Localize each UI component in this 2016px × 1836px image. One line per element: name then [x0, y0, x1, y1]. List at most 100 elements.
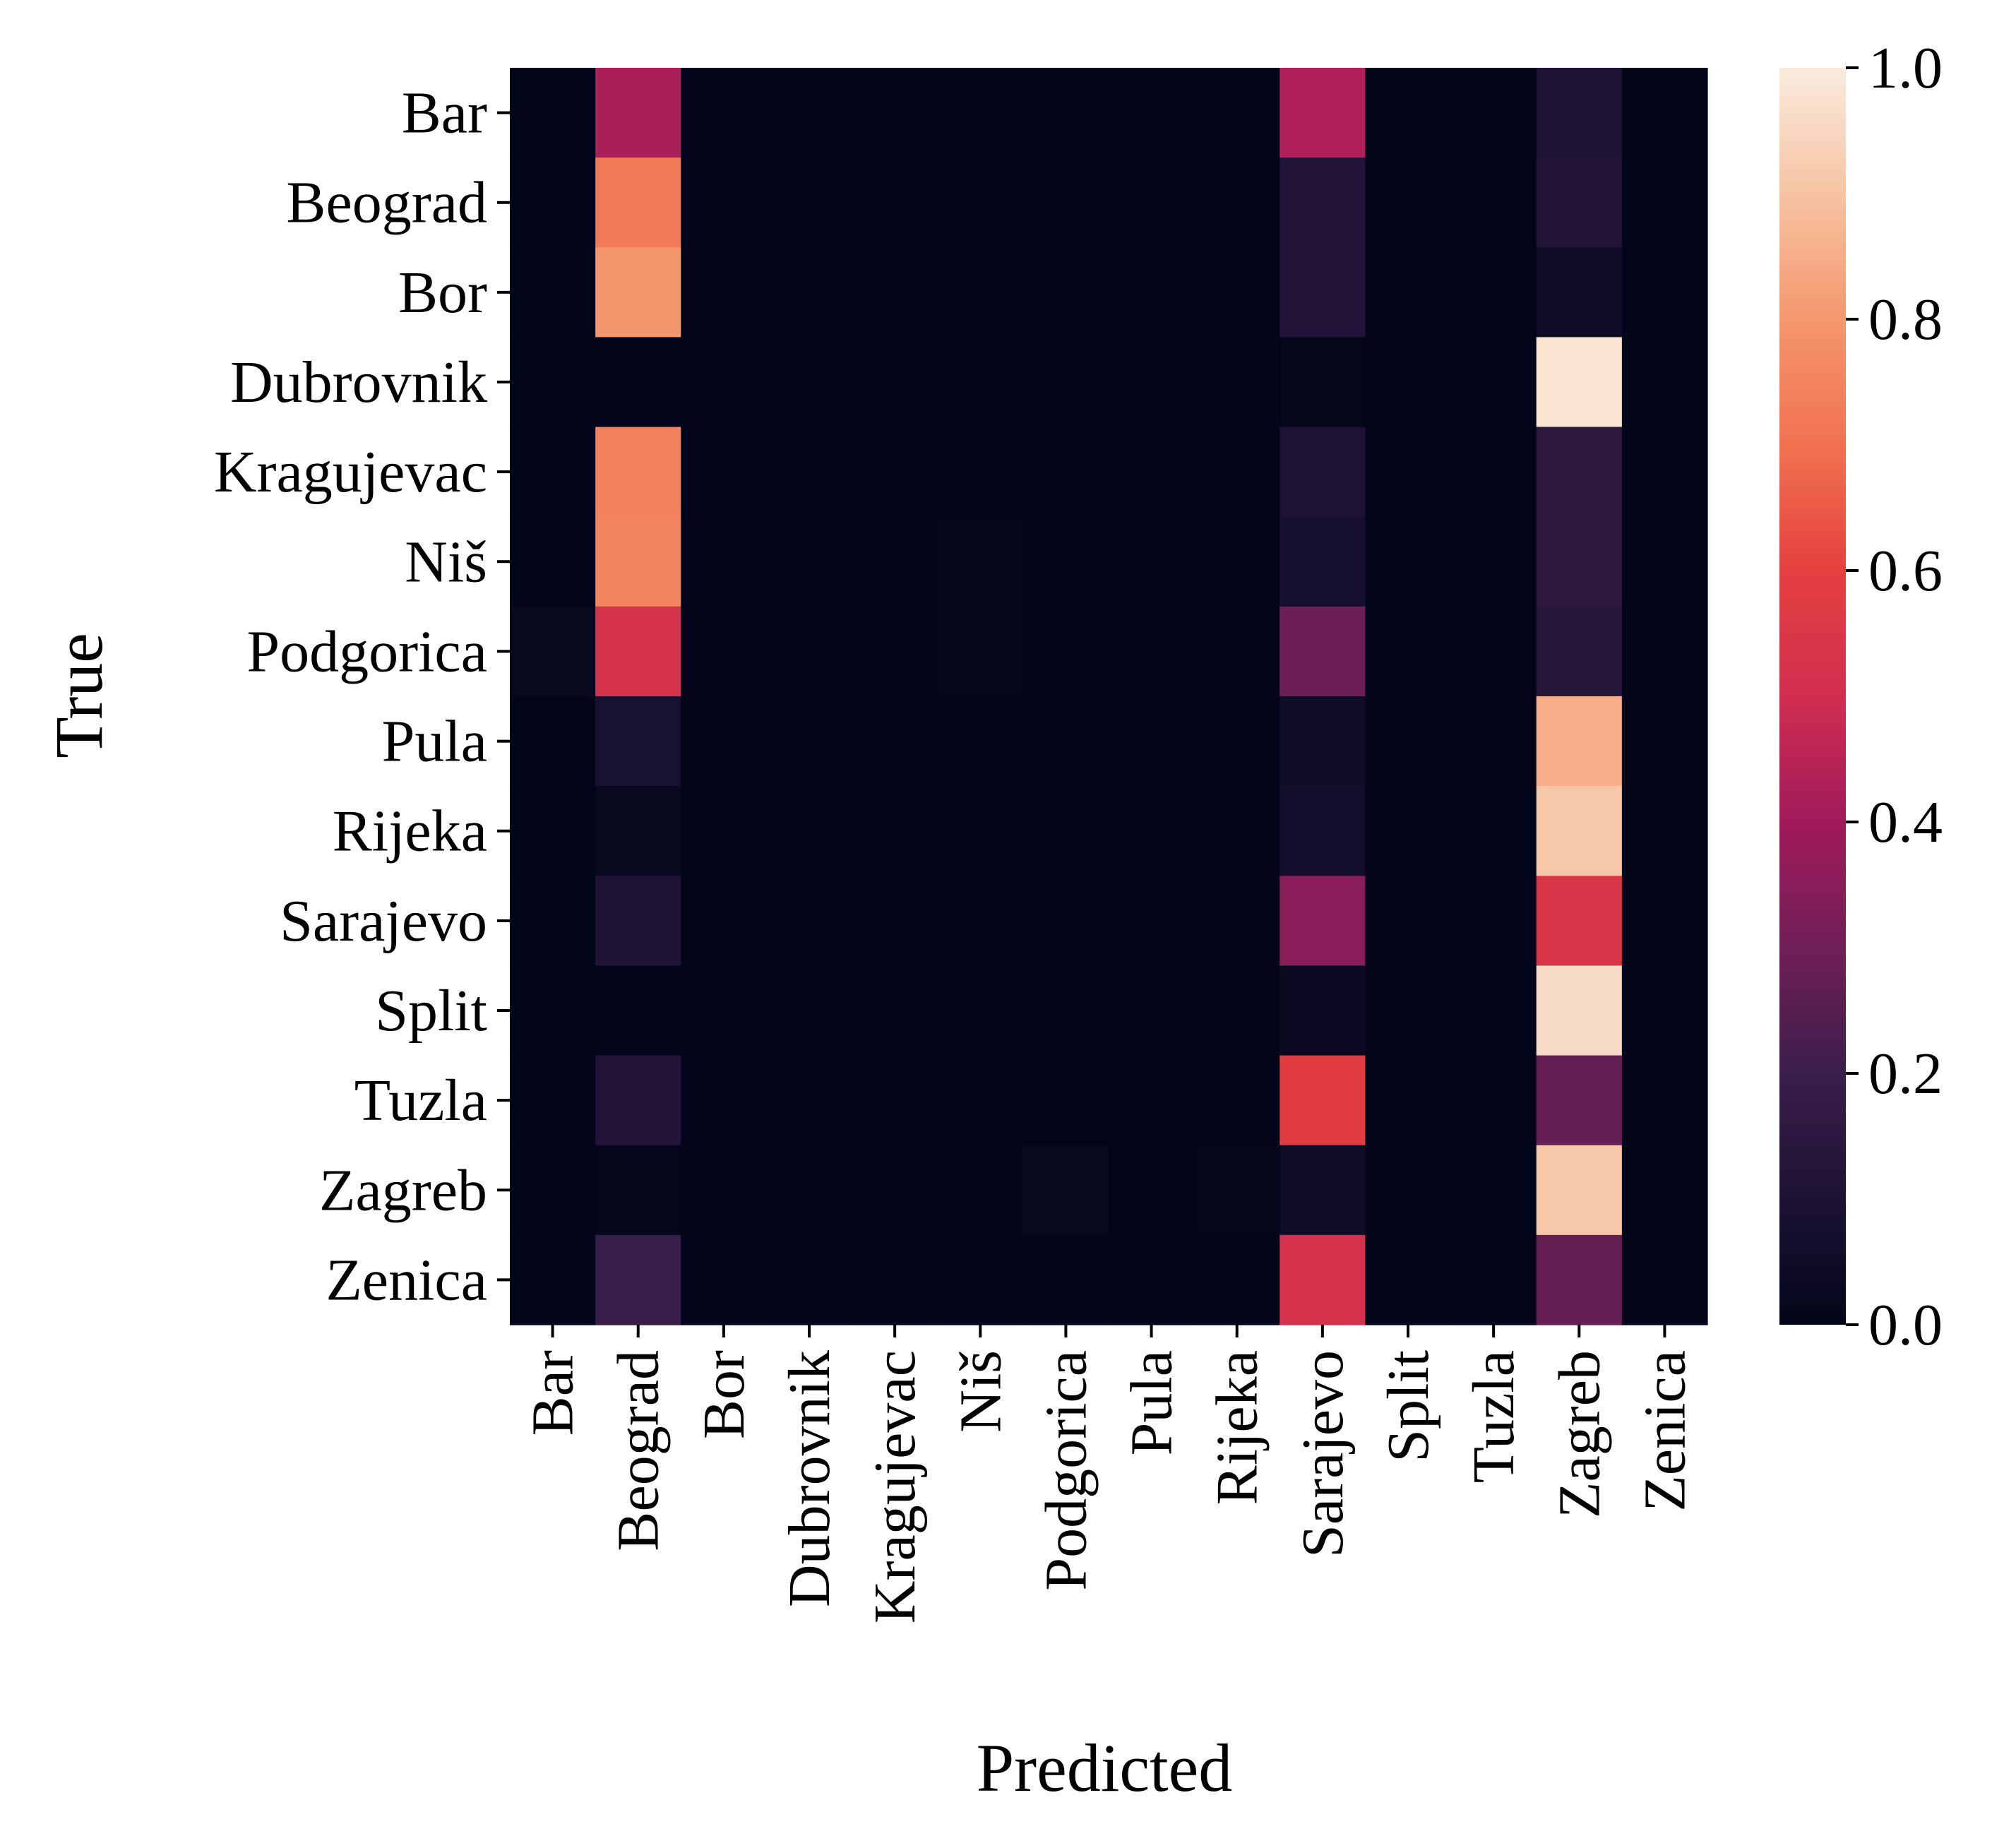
heatmap-cell-bor-bor [681, 247, 768, 338]
heatmap-cell-split-rijeka [1194, 965, 1280, 1056]
heatmap-cell-pula-dubrovnik [766, 696, 853, 787]
heatmap-cell-sarajevo-tuzla [1450, 876, 1537, 967]
heatmap-cell-nis-bor [681, 516, 768, 607]
heatmap-cell-tuzla-pula [1109, 1055, 1195, 1146]
heatmap-cell-split-beograd [595, 965, 681, 1056]
heatmap-cell-nis-sarajevo [1280, 516, 1366, 607]
heatmap-cell-nis-podgorica [1022, 516, 1109, 607]
heatmap-cell-bar-nis [937, 68, 1024, 158]
heatmap-cell-bor-rijeka [1194, 247, 1280, 338]
heatmap-cell-bor-split [1365, 247, 1452, 338]
y-tick-label-bor: Bor [398, 260, 487, 326]
heatmap-cell-split-nis [937, 965, 1024, 1056]
heatmap-cell-nis-zenica [1621, 516, 1708, 607]
colorbar-tick-label-3: 0.6 [1868, 538, 1943, 604]
heatmap-cell-pula-pula [1109, 696, 1195, 787]
heatmap-cell-podgorica-tuzla [1450, 606, 1537, 697]
heatmap-cell-dubrovnik-zenica [1621, 337, 1708, 428]
heatmap-cell-bar-beograd [595, 68, 681, 158]
heatmap-cell-beograd-pula [1109, 157, 1195, 248]
heatmap-cell-zenica-dubrovnik [766, 1234, 853, 1325]
heatmap-cell-rijeka-dubrovnik [766, 786, 853, 876]
heatmap-cell-bar-dubrovnik [766, 68, 853, 158]
heatmap-cell-beograd-bar [510, 157, 596, 248]
x-tick-label-tuzla: Tuzla [1461, 1350, 1527, 1483]
heatmap-cell-podgorica-dubrovnik [766, 606, 853, 697]
heatmap-cell-podgorica-sarajevo [1280, 606, 1366, 697]
heatmap-cell-split-bor [681, 965, 768, 1056]
heatmap-cell-bar-tuzla [1450, 68, 1537, 158]
heatmap-cell-sarajevo-dubrovnik [766, 876, 853, 967]
heatmap-cell-kragujevac-beograd [595, 427, 681, 518]
heatmap-cell-tuzla-podgorica [1022, 1055, 1109, 1146]
x-tick-label-bor: Bor [691, 1350, 757, 1439]
heatmap-cell-dubrovnik-split [1365, 337, 1452, 428]
heatmap-cell-bor-kragujevac [852, 247, 938, 338]
heatmap-cell-sarajevo-pula [1109, 876, 1195, 967]
heatmap-cell-kragujevac-nis [937, 427, 1024, 518]
heatmap-cell-rijeka-zagreb [1536, 786, 1623, 876]
heatmap-cell-rijeka-split [1365, 786, 1452, 876]
heatmap-cell-bor-sarajevo [1280, 247, 1366, 338]
heatmap-cell-pula-bar [510, 696, 596, 787]
heatmap-cell-kragujevac-rijeka [1194, 427, 1280, 518]
heatmap-cell-dubrovnik-podgorica [1022, 337, 1109, 428]
heatmap-cell-kragujevac-podgorica [1022, 427, 1109, 518]
y-tick-label-tuzla: Tuzla [354, 1068, 487, 1133]
heatmap-cell-podgorica-beograd [595, 606, 681, 697]
heatmap-cell-dubrovnik-kragujevac [852, 337, 938, 428]
heatmap-cell-pula-nis [937, 696, 1024, 787]
heatmap-cell-dubrovnik-dubrovnik [766, 337, 853, 428]
heatmap-cell-zagreb-kragujevac [852, 1145, 938, 1236]
heatmap-cell-beograd-sarajevo [1280, 157, 1366, 248]
heatmap-cell-sarajevo-zagreb [1536, 876, 1623, 967]
heatmap-cell-podgorica-zenica [1621, 606, 1708, 697]
heatmap-cell-split-kragujevac [852, 965, 938, 1056]
heatmap-cell-zagreb-beograd [595, 1145, 681, 1236]
heatmap-cell-split-zagreb [1536, 965, 1623, 1056]
heatmap-cell-dubrovnik-rijeka [1194, 337, 1280, 428]
heatmap-cell-zenica-pula [1109, 1234, 1195, 1325]
heatmap-cell-podgorica-bar [510, 606, 596, 697]
x-tick-label-zenica: Zenica [1632, 1350, 1698, 1512]
y-tick-label-split: Split [375, 978, 487, 1044]
y-tick-label-sarajevo: Sarajevo [280, 888, 487, 954]
heatmap-cell-beograd-kragujevac [852, 157, 938, 248]
heatmap-cell-podgorica-nis [937, 606, 1024, 697]
heatmap-cell-pula-podgorica [1022, 696, 1109, 787]
heatmap-cell-sarajevo-kragujevac [852, 876, 938, 967]
heatmap-cell-zagreb-rijeka [1194, 1145, 1280, 1236]
heatmap-cell-zagreb-podgorica [1022, 1145, 1109, 1236]
heatmap-cell-rijeka-bar [510, 786, 596, 876]
heatmap-cell-tuzla-split [1365, 1055, 1452, 1146]
heatmap-cell-pula-rijeka [1194, 696, 1280, 787]
heatmap-cell-zenica-split [1365, 1234, 1452, 1325]
heatmap-cell-pula-kragujevac [852, 696, 938, 787]
heatmap-cell-kragujevac-zagreb [1536, 427, 1623, 518]
heatmap-cell-kragujevac-kragujevac [852, 427, 938, 518]
x-tick-label-pula: Pula [1119, 1350, 1185, 1455]
heatmap-cell-zagreb-zagreb [1536, 1145, 1623, 1236]
heatmap-cell-zenica-podgorica [1022, 1234, 1109, 1325]
heatmap-cell-bar-rijeka [1194, 68, 1280, 158]
x-tick-label-kragujevac: Kragujevac [862, 1350, 928, 1623]
heatmap-cell-bar-zagreb [1536, 68, 1623, 158]
x-tick-label-zagreb: Zagreb [1546, 1350, 1612, 1518]
heatmap-cell-sarajevo-podgorica [1022, 876, 1109, 967]
heatmap-cell-bar-kragujevac [852, 68, 938, 158]
heatmap-cell-kragujevac-bor [681, 427, 768, 518]
heatmap-cell-rijeka-beograd [595, 786, 681, 876]
heatmap-cell-podgorica-rijeka [1194, 606, 1280, 697]
colorbar-tick-label-2: 0.4 [1868, 789, 1943, 855]
x-tick-label-beograd: Beograd [606, 1350, 672, 1551]
heatmap-cell-dubrovnik-pula [1109, 337, 1195, 428]
y-tick-label-kragujevac: Kragujevac [214, 439, 487, 505]
colorbar-tick-label-0: 0.0 [1868, 1292, 1943, 1358]
heatmap-cell-bor-pula [1109, 247, 1195, 338]
heatmap-cell-rijeka-podgorica [1022, 786, 1109, 876]
heatmap-cell-zagreb-tuzla [1450, 1145, 1537, 1236]
heatmap-cell-rijeka-kragujevac [852, 786, 938, 876]
heatmap-cell-bor-podgorica [1022, 247, 1109, 338]
heatmap-cell-split-tuzla [1450, 965, 1537, 1056]
